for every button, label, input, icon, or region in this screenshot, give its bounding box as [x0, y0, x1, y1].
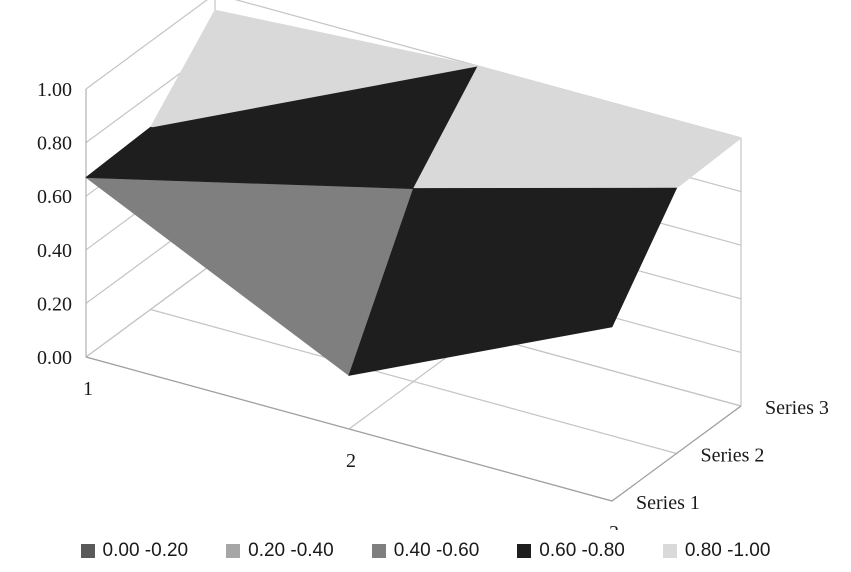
- floor-gridline-category: [85, 261, 216, 358]
- x-category-label: 3: [609, 522, 619, 530]
- chart-svg: 0.00 0.20 0.40 0.60 0.80 1.00 1 2 3 Series 1 Serie…: [37, 0, 829, 544]
- z-tick-label: 0.40: [37, 240, 72, 262]
- legend-swatch: [662, 544, 677, 558]
- series-label: Series 3: [765, 397, 829, 419]
- series-label: Series 1: [636, 492, 700, 514]
- x-category-label: 2: [346, 450, 356, 472]
- surface-patch: [413, 65, 742, 189]
- z-tick-label: 1.00: [37, 79, 72, 101]
- z-tick-label: 0.80: [37, 133, 72, 155]
- legend-item: 0.00 -0.20: [80, 540, 189, 562]
- legend-label: 0.20 -0.40: [248, 540, 334, 561]
- legend-label: 0.00 -0.20: [102, 540, 189, 561]
- x-category-label: 1: [83, 378, 93, 400]
- legend-item: 0.40 -0.60: [371, 540, 480, 562]
- series-label: Series 2: [701, 445, 765, 467]
- z-tick-label: 0.20: [37, 293, 72, 315]
- legend-item: 0.20 -0.40: [226, 540, 334, 562]
- legend-swatch: [80, 544, 95, 558]
- z-tick-label: 0.00: [37, 347, 72, 369]
- legend-swatch: [517, 544, 532, 558]
- surface-patch: [348, 187, 677, 376]
- legend-item: 0.60 -0.80: [517, 540, 625, 562]
- label-layer: 0.00 0.20 0.40 0.60 0.80 1.00 1 2 3 Series 1 Serie…: [37, 79, 829, 544]
- legend-swatch: [371, 544, 386, 558]
- gridline-left-wall: [85, 0, 208, 90]
- legend-label: 0.40 -0.60: [393, 540, 480, 561]
- x-axis-line: [85, 356, 613, 502]
- surface-layer: [85, 9, 742, 376]
- legend-swatch: [226, 544, 241, 558]
- legend-label: 0.80 -1.00: [684, 540, 771, 561]
- surface-patch: [150, 9, 479, 128]
- legend-item: 0.80 -1.00: [662, 540, 771, 562]
- chart-legend: 0.00 -0.20 0.20 -0.40 0.40 -0.60 0.60 -0.80…: [0, 536, 851, 566]
- z-tick-label: 0.60: [37, 186, 72, 208]
- series-axis-line: [611, 405, 742, 502]
- legend-label: 0.60 -0.80: [539, 540, 625, 561]
- surface-patch: [85, 126, 414, 189]
